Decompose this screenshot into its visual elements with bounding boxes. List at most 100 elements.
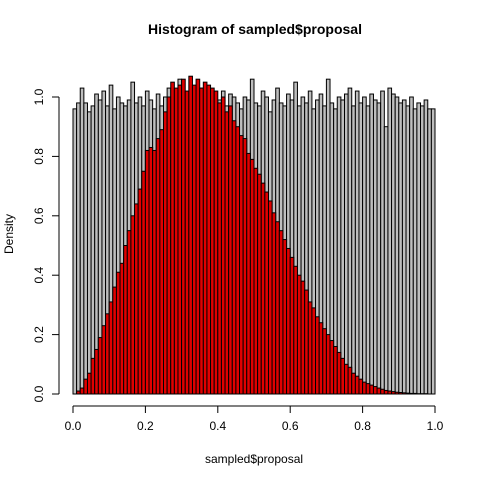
red-bar-32 bbox=[188, 75, 193, 395]
red-bar-94 bbox=[412, 392, 418, 395]
y-tick-label: 0.8 bbox=[32, 148, 46, 165]
x-tick-label: 0.0 bbox=[65, 419, 82, 433]
x-tick-label: 0.8 bbox=[354, 419, 371, 433]
red-bar-75 bbox=[344, 363, 349, 395]
red-bar-68 bbox=[318, 322, 324, 395]
red-bar-81 bbox=[365, 383, 371, 395]
x-tick-label: 0.6 bbox=[282, 419, 299, 433]
grey-bar-5 bbox=[90, 105, 96, 395]
red-bar-72 bbox=[333, 345, 338, 395]
grey-bar-98 bbox=[427, 108, 432, 395]
red-bar-39 bbox=[213, 90, 219, 395]
grey-bar-97 bbox=[423, 99, 429, 395]
grey-bar-83 bbox=[372, 99, 378, 395]
x-axis-label: sampled$proposal bbox=[205, 452, 303, 466]
red-bar-43 bbox=[228, 105, 233, 395]
red-bar-79 bbox=[358, 378, 364, 395]
red-bar-65 bbox=[307, 301, 313, 395]
red-bar-74 bbox=[340, 357, 346, 395]
red-bar-58 bbox=[282, 239, 288, 395]
grey-bar-2 bbox=[79, 87, 85, 395]
red-bar-35 bbox=[199, 87, 204, 395]
red-bar-88 bbox=[391, 391, 396, 395]
grey-bar-91 bbox=[401, 99, 407, 395]
x-tick-label: 0.4 bbox=[209, 419, 226, 433]
red-bar-51 bbox=[257, 173, 262, 395]
red-series bbox=[76, 75, 429, 395]
red-bar-36 bbox=[202, 81, 208, 395]
grey-bar-96 bbox=[420, 105, 425, 395]
grey-bar-78 bbox=[354, 90, 360, 395]
red-bar-15 bbox=[126, 230, 132, 395]
red-bar-87 bbox=[387, 390, 393, 395]
red-bar-49 bbox=[249, 158, 255, 395]
grey-bar-90 bbox=[398, 102, 403, 395]
y-tick-label: 0.4 bbox=[32, 267, 46, 284]
x-tick-label: 0.2 bbox=[137, 419, 154, 433]
red-bar-24 bbox=[159, 129, 165, 395]
grey-bar-80 bbox=[362, 96, 367, 395]
red-bar-54 bbox=[267, 200, 273, 395]
y-axis-label: Density bbox=[2, 214, 16, 254]
red-bar-4 bbox=[86, 372, 92, 395]
red-bar-73 bbox=[336, 351, 342, 395]
red-bar-92 bbox=[405, 392, 411, 395]
red-bar-48 bbox=[246, 152, 251, 395]
red-bar-61 bbox=[293, 265, 298, 395]
grey-bar-95 bbox=[416, 102, 422, 395]
red-bar-50 bbox=[253, 167, 259, 395]
y-axis: 0.0 0.2 0.4 0.6 0.8 1.0 bbox=[32, 88, 60, 402]
red-bar-63 bbox=[300, 280, 306, 395]
x-axis: 0.0 0.2 0.4 0.6 0.8 1.0 bbox=[65, 405, 444, 433]
red-bar-47 bbox=[242, 138, 248, 395]
red-bar-11 bbox=[112, 286, 117, 395]
red-bar-29 bbox=[177, 84, 183, 395]
red-bar-89 bbox=[394, 391, 400, 395]
red-bar-57 bbox=[278, 230, 284, 395]
red-bar-91 bbox=[401, 392, 407, 395]
red-bar-16 bbox=[130, 215, 136, 395]
red-bar-27 bbox=[170, 81, 175, 395]
grey-bar-86 bbox=[383, 126, 389, 395]
red-bar-9 bbox=[105, 313, 110, 395]
grey-bar-76 bbox=[347, 87, 353, 395]
y-tick-label: 0.0 bbox=[32, 385, 46, 402]
red-bar-82 bbox=[369, 384, 374, 395]
red-bar-77 bbox=[351, 372, 356, 395]
red-bar-17 bbox=[134, 203, 139, 395]
red-bar-26 bbox=[166, 96, 172, 395]
grey-bar-94 bbox=[412, 108, 418, 395]
x-tick-label: 1.0 bbox=[427, 419, 444, 433]
red-bar-40 bbox=[217, 102, 222, 395]
red-bar-37 bbox=[206, 84, 212, 395]
y-tick-label: 1.0 bbox=[32, 88, 46, 105]
red-bar-83 bbox=[372, 386, 378, 395]
red-bar-8 bbox=[101, 325, 107, 395]
red-bar-20 bbox=[144, 149, 150, 395]
red-bar-64 bbox=[304, 289, 309, 395]
red-bar-41 bbox=[220, 96, 226, 395]
red-bar-22 bbox=[152, 149, 157, 395]
red-bar-86 bbox=[383, 389, 389, 395]
red-bar-80 bbox=[362, 381, 367, 395]
red-bar-10 bbox=[108, 301, 114, 395]
red-bar-60 bbox=[289, 256, 295, 395]
red-bar-76 bbox=[347, 366, 353, 395]
red-bar-25 bbox=[163, 111, 168, 395]
red-bar-19 bbox=[141, 170, 146, 395]
grey-bar-4 bbox=[86, 111, 92, 395]
red-bar-44 bbox=[231, 120, 237, 395]
red-bar-93 bbox=[409, 392, 414, 395]
grey-bar-81 bbox=[365, 105, 371, 395]
red-bar-33 bbox=[191, 84, 197, 395]
red-bar-90 bbox=[398, 392, 403, 395]
red-bar-70 bbox=[325, 334, 331, 395]
grey-bar-1 bbox=[76, 102, 81, 395]
red-bar-84 bbox=[376, 387, 382, 395]
red-bar-53 bbox=[264, 191, 269, 395]
grey-bar-73 bbox=[336, 96, 342, 395]
red-bar-55 bbox=[271, 212, 277, 395]
red-bar-56 bbox=[275, 221, 280, 395]
red-bar-62 bbox=[296, 274, 302, 395]
